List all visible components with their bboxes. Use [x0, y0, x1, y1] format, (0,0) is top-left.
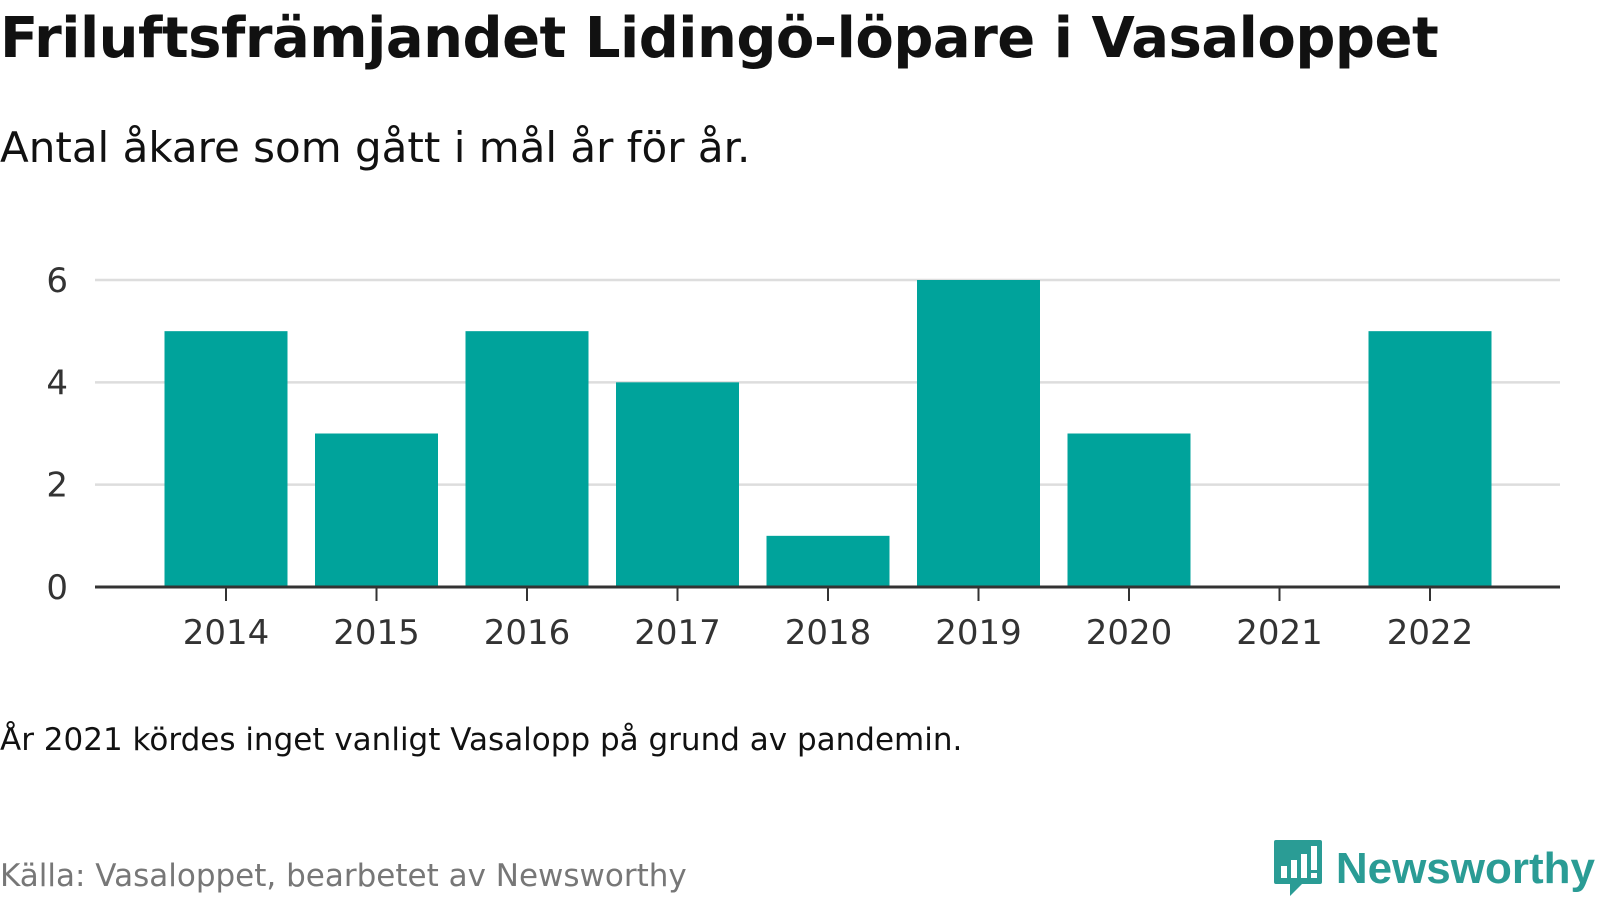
bar [616, 382, 739, 587]
brand-logo[interactable]: Newsworthy [1272, 838, 1595, 900]
newsworthy-logo-icon [1272, 838, 1324, 900]
x-tick-label: 2020 [1086, 613, 1173, 653]
bar [917, 280, 1040, 587]
chart-title: Friluftsfrämjandet Lidingö-löpare i Vasa… [0, 6, 1439, 71]
bar-chart: 0 2 4 6 2014 2015 2016 2017 2018 2019 2020 2021 2022 [46, 261, 1560, 653]
x-tick-label: 2018 [785, 613, 872, 653]
bar [465, 331, 589, 587]
y-tick-label: 0 [46, 568, 68, 608]
y-tick-label: 2 [46, 466, 68, 506]
source-text: Källa: Vasaloppet, bearbetet av Newswort… [0, 858, 687, 894]
chart-subtitle: Antal åkare som gått i mål år för år. [0, 123, 751, 172]
x-tick-label: 2021 [1236, 613, 1323, 653]
y-tick-label: 6 [46, 261, 68, 301]
grid-lines [95, 278, 1560, 486]
bar [1067, 433, 1191, 587]
x-tick-label: 2022 [1387, 613, 1474, 653]
x-tick-label: 2014 [183, 613, 270, 653]
axes: 0 2 4 6 2014 2015 2016 2017 2018 2019 2020 2021 2022 [46, 261, 1560, 653]
y-tick-label: 4 [46, 363, 68, 403]
x-tick-label: 2016 [484, 613, 571, 653]
x-tick-label: 2015 [333, 613, 420, 653]
brand-name: Newsworthy [1335, 844, 1595, 893]
bar [164, 331, 288, 587]
bar [766, 535, 890, 587]
chart-note: År 2021 kördes inget vanligt Vasalopp på… [0, 722, 963, 758]
x-tick-label: 2019 [935, 613, 1022, 653]
x-tick-label: 2017 [634, 613, 721, 653]
bar [1368, 331, 1492, 587]
bar [315, 433, 438, 587]
bars [164, 280, 1492, 587]
